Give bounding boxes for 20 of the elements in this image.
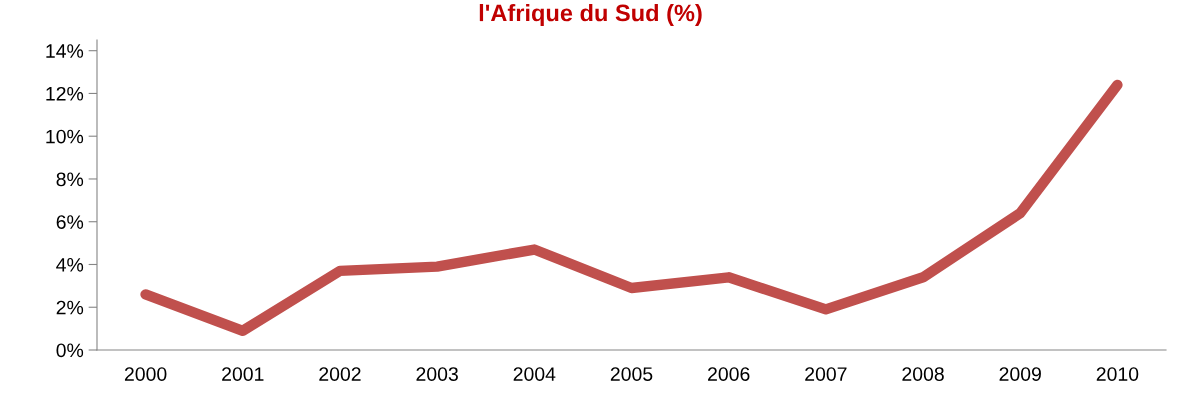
- x-tick-label: 2009: [999, 367, 1041, 381]
- chart-title: l'Afrique du Sud (%): [479, 4, 702, 27]
- y-tick-label: 10%: [46, 129, 84, 144]
- x-tick-label: 2006: [708, 367, 750, 381]
- y-tick-label: 8%: [56, 172, 84, 187]
- x-tick-label: 2000: [124, 367, 167, 381]
- x-tick-label: 2010: [1096, 367, 1139, 381]
- y-tick-label: 4%: [56, 258, 84, 272]
- x-tick-label: 2004: [513, 367, 556, 381]
- x-tick-label: 2002: [319, 367, 361, 381]
- y-tick-label: 12%: [46, 86, 84, 101]
- x-tick-label: 2005: [610, 367, 653, 381]
- y-tick-label: 2%: [56, 300, 84, 315]
- x-tick-label: 2007: [805, 367, 847, 381]
- x-tick-label: 2003: [416, 367, 458, 381]
- y-tick-label: 6%: [56, 215, 84, 229]
- x-tick-label: 2001: [222, 367, 264, 381]
- y-tick-label: 0%: [56, 343, 84, 358]
- y-tick-label: 14%: [46, 44, 84, 58]
- x-tick-label: 2008: [902, 367, 944, 381]
